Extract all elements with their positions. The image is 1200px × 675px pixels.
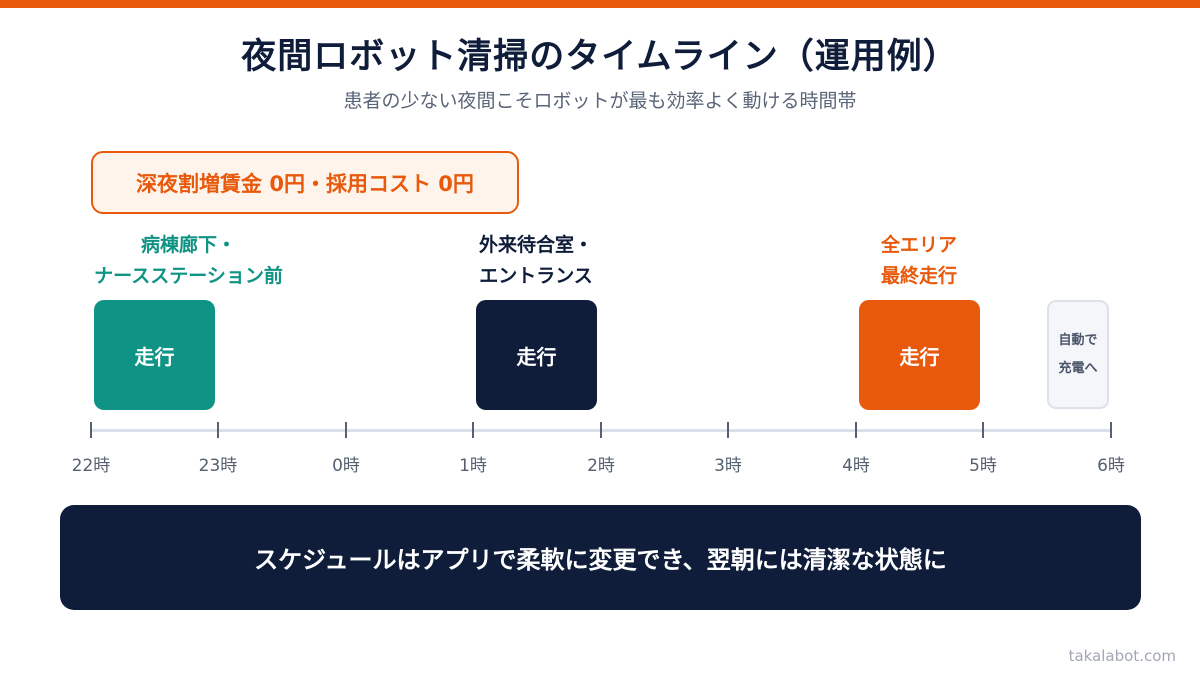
run-label-line: ナースステーション前 <box>94 265 283 287</box>
page-subtitle: 患者の少ない夜間こそロボットが最も効率よく動ける時間帯 <box>343 90 857 112</box>
run-label-line: エントランス <box>479 265 593 287</box>
run-label-line: 最終走行 <box>880 265 957 287</box>
cost-callout: 深夜割増賃金 0円・採用コスト 0円 <box>91 151 519 214</box>
axis-tick-label: 0時 <box>332 456 360 476</box>
axis-tick <box>345 422 347 438</box>
run-label-line: 外来待合室・ <box>478 234 593 256</box>
run-label-ward: 病棟廊下・ ナースステーション前 <box>66 230 311 292</box>
axis-tick-label: 23時 <box>198 456 238 476</box>
run-label-outpatient: 外来待合室・ エントランス <box>446 230 626 292</box>
axis-tick <box>1110 422 1112 438</box>
run-label-line: 病棟廊下・ <box>140 234 236 256</box>
page-title: 夜間ロボット清掃のタイムライン（運用例） <box>241 37 959 77</box>
charging-line: 自動で <box>1058 332 1098 348</box>
axis-tick-label: 6時 <box>1097 456 1125 476</box>
axis-tick <box>472 422 474 438</box>
top-accent-bar <box>0 0 1200 8</box>
charging-line: 充電へ <box>1058 360 1098 376</box>
footer-domain: takalabot.com <box>1068 647 1176 665</box>
axis-tick <box>90 422 92 438</box>
run-block-ward: 走行 <box>94 300 215 410</box>
axis-tick <box>217 422 219 438</box>
axis-tick-label: 4時 <box>842 456 870 476</box>
axis-tick <box>727 422 729 438</box>
charging-block: 自動で 充電へ <box>1047 300 1109 409</box>
axis-tick-label: 2時 <box>587 456 615 476</box>
axis-tick <box>855 422 857 438</box>
run-block-all-areas: 走行 <box>859 300 980 410</box>
summary-banner: スケジュールはアプリで柔軟に変更でき、翌朝には清潔な状態に <box>60 505 1141 610</box>
run-label-line: 全エリア <box>880 234 957 256</box>
run-block-outpatient: 走行 <box>476 300 597 410</box>
axis-tick <box>982 422 984 438</box>
axis-tick-label: 3時 <box>714 456 742 476</box>
axis-tick-label: 22時 <box>71 456 111 476</box>
axis-tick-label: 5時 <box>969 456 997 476</box>
run-label-all-areas: 全エリア 最終走行 <box>849 230 989 292</box>
axis-tick <box>600 422 602 438</box>
axis-tick-label: 1時 <box>459 456 487 476</box>
